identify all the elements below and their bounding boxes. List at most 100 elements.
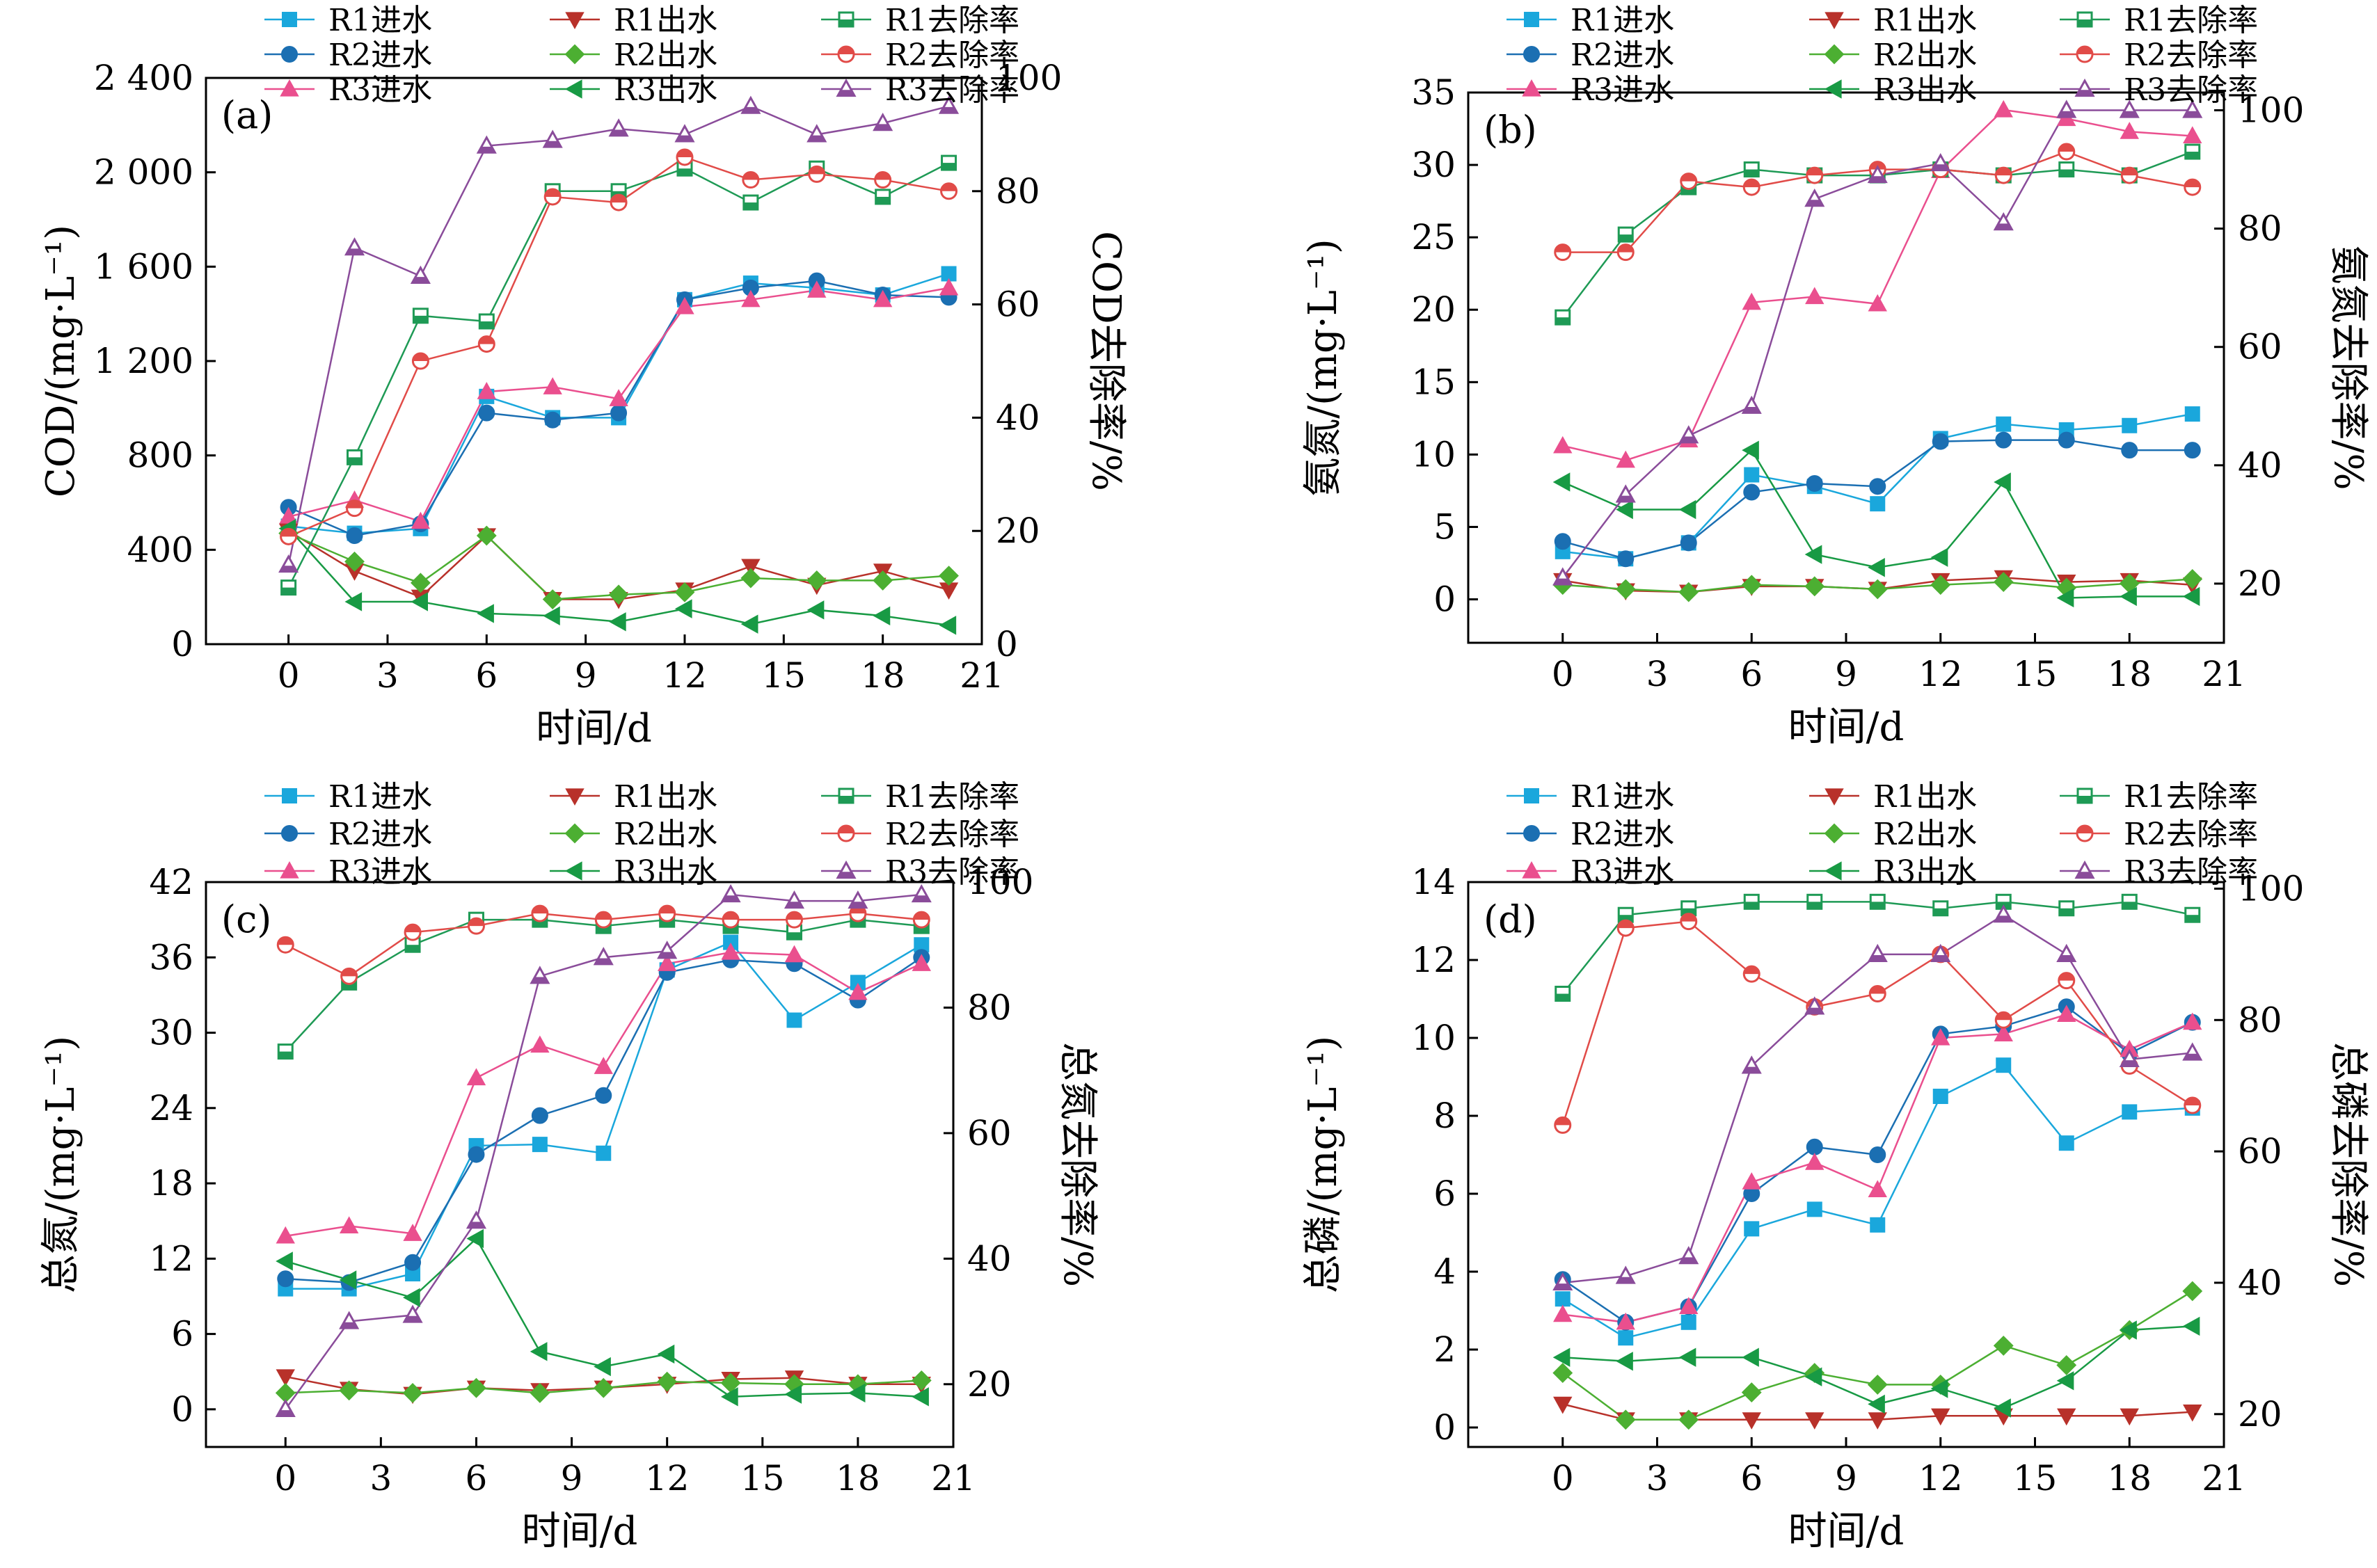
data-point (1932, 900, 1949, 917)
data-point (1867, 579, 1888, 600)
legend-marker (2076, 824, 2094, 842)
data-point (404, 1254, 422, 1271)
data-point (1743, 893, 1760, 910)
legend-marker (281, 825, 298, 842)
data-point (2182, 1316, 2200, 1336)
data-point (346, 527, 363, 544)
legend-marker (2076, 45, 2094, 63)
data-point (1742, 178, 1760, 196)
data-point (1930, 1379, 1948, 1398)
data-point (530, 1342, 548, 1361)
y-right-tick-label: 60 (2238, 1131, 2282, 1171)
data-point (658, 904, 676, 922)
data-point (2056, 1354, 2077, 1375)
x-tick-label: 21 (2202, 1458, 2246, 1498)
legend-marker (1524, 12, 1539, 27)
data-point (1869, 1146, 1886, 1163)
legend-label: R2进水 (1571, 38, 1674, 73)
legend-marker (564, 823, 585, 844)
data-point (544, 411, 562, 429)
y-tick-label: 2 (1433, 1329, 1456, 1370)
data-point (1615, 1409, 1636, 1430)
x-tick-label: 18 (2107, 654, 2152, 694)
data-point (941, 154, 957, 171)
legend-marker (2074, 78, 2095, 97)
data-point (1806, 166, 1824, 184)
y-tick-label: 0 (171, 1389, 193, 1430)
data-point (2058, 972, 2076, 990)
y-right-axis-title: 氨氮去除率/% (2326, 245, 2371, 490)
series-line-R2去除率 (288, 156, 949, 538)
y-tick-label: 800 (127, 435, 193, 476)
plot-frame (205, 881, 955, 1448)
x-tick-label: 12 (1918, 1458, 1963, 1498)
legend-marker (1522, 861, 1541, 879)
data-point (785, 911, 803, 929)
data-point (339, 1380, 360, 1401)
data-point (1552, 1272, 1573, 1291)
y-tick-label: 25 (1411, 217, 1456, 257)
data-point (2121, 893, 2138, 910)
y-tick-label: 10 (1411, 1018, 1456, 1058)
data-point (1618, 1330, 1634, 1346)
data-point (1616, 450, 1635, 468)
data-point (1996, 1057, 2012, 1073)
series-line-R3出水 (287, 527, 949, 627)
data-point (1932, 1089, 1948, 1104)
data-point (740, 614, 758, 634)
legend-marker (837, 824, 855, 842)
x-axis-title: 时间/d (536, 706, 652, 751)
data-point (1805, 1153, 1825, 1170)
data-point (531, 1107, 548, 1124)
panel-label: (c) (221, 897, 271, 941)
data-point (1744, 1221, 1760, 1237)
data-point (402, 1382, 423, 1403)
legend-marker (565, 12, 585, 30)
data-point (2057, 1005, 2076, 1022)
plot-frame (1467, 881, 2225, 1448)
data-point (2184, 906, 2201, 923)
x-tick-label: 15 (762, 655, 806, 696)
series-line-R2进水 (285, 957, 922, 1283)
legend-label: R2进水 (1571, 817, 1674, 852)
y-tick-label: 20 (1411, 289, 1456, 330)
series-line-R3出水 (1562, 1325, 2193, 1409)
chart-panel-2: 0 3 6 9 12 15 18 21 0 5 10 15 20 25 30 35 20 40 60 80 100 时间/… (1301, 3, 2371, 750)
data-point (1742, 1347, 1759, 1367)
y-right-tick-label: 100 (2238, 868, 2304, 909)
data-point (467, 917, 485, 935)
legend-label: R3出水 (614, 854, 717, 890)
data-point (2184, 178, 2202, 196)
y-right-tick-label: 20 (967, 1364, 1012, 1405)
y-tick-label: 5 (1433, 506, 1456, 547)
data-point (476, 525, 497, 546)
y-tick-label: 0 (1433, 579, 1456, 620)
data-point (1869, 478, 1886, 495)
y-axis-title: 总磷/(mg·L⁻¹) (1301, 1036, 1346, 1294)
data-point (1617, 226, 1634, 243)
data-point (1616, 919, 1635, 937)
legend-label: R2去除率 (885, 817, 1019, 852)
legend-marker (838, 11, 854, 28)
chart-panel-3: 0 3 6 9 12 15 18 210612182430364220406080100时间/… (38, 779, 1100, 1554)
data-point (2182, 1042, 2203, 1061)
y-tick-label: 12 (149, 1238, 193, 1279)
legend-marker (564, 79, 582, 99)
data-point (784, 1384, 802, 1404)
legend-label: R1去除率 (885, 779, 1019, 815)
legend-label: R1进水 (1571, 779, 1674, 815)
data-point (1552, 472, 1571, 492)
data-point (720, 883, 741, 903)
data-point (1806, 475, 1823, 493)
y-right-tick-label: 40 (967, 1238, 1012, 1279)
y-tick-label: 24 (149, 1088, 193, 1128)
data-point (912, 911, 930, 929)
x-tick-label: 21 (960, 655, 1004, 696)
y-right-tick-label: 40 (2238, 1263, 2282, 1303)
panel-label: (d) (1484, 897, 1537, 941)
data-point (543, 606, 560, 625)
data-point (1680, 1314, 1696, 1330)
data-point (1552, 1363, 1573, 1384)
data-point (1994, 99, 2013, 118)
data-point (657, 1371, 678, 1392)
